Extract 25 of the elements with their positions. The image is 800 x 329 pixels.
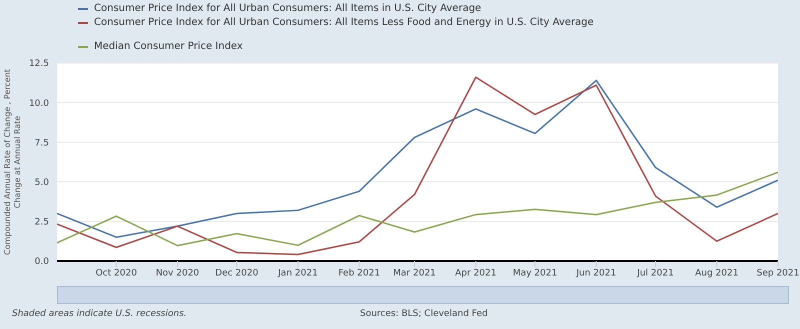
line-series — [57, 172, 778, 246]
y-axis-title: Compounded Annual Rate of Change , Percent Change at Annual Rate — [3, 68, 23, 257]
x-tick-label: Sep 2021 — [756, 268, 800, 278]
x-tick-label: Feb 2021 — [338, 268, 380, 278]
x-tick-label: Mar 2021 — [393, 268, 436, 278]
x-tick-label: Nov 2020 — [156, 268, 200, 278]
x-tick-label: Jul 2021 — [636, 268, 674, 278]
legend-label: Consumer Price Index for All Urban Consumers: All Items Less Food and Energy in U.S. City Average — [94, 16, 594, 30]
source-note: Sources: BLS; Cleveland Fed — [360, 309, 488, 319]
legend-label: Consumer Price Index for All Urban Consumers: All Items in U.S. City Average — [94, 2, 482, 16]
x-tick-label: Jun 2021 — [575, 268, 616, 278]
y-tick-label: 7.5 — [34, 138, 49, 148]
x-tick-label: Jan 2021 — [277, 268, 318, 278]
y-tick-label: 2.5 — [34, 218, 49, 228]
x-tick-label: Apr 2021 — [455, 268, 496, 278]
x-tick-label: Oct 2020 — [96, 268, 138, 278]
x-tick-label: Dec 2020 — [215, 268, 259, 278]
y-tick-label: 5.0 — [34, 178, 50, 188]
text: Shaded areas indicate U.S. recessions. — [12, 309, 187, 319]
x-tick-label: May 2021 — [512, 268, 558, 278]
y-tick-label: 0.0 — [34, 257, 50, 268]
legend-label: Median Consumer Price Index — [94, 40, 243, 54]
y-tick-label: 12.5 — [28, 59, 49, 70]
x-tick-label: Aug 2021 — [695, 268, 738, 278]
y-tick-label: 10.0 — [28, 98, 50, 109]
